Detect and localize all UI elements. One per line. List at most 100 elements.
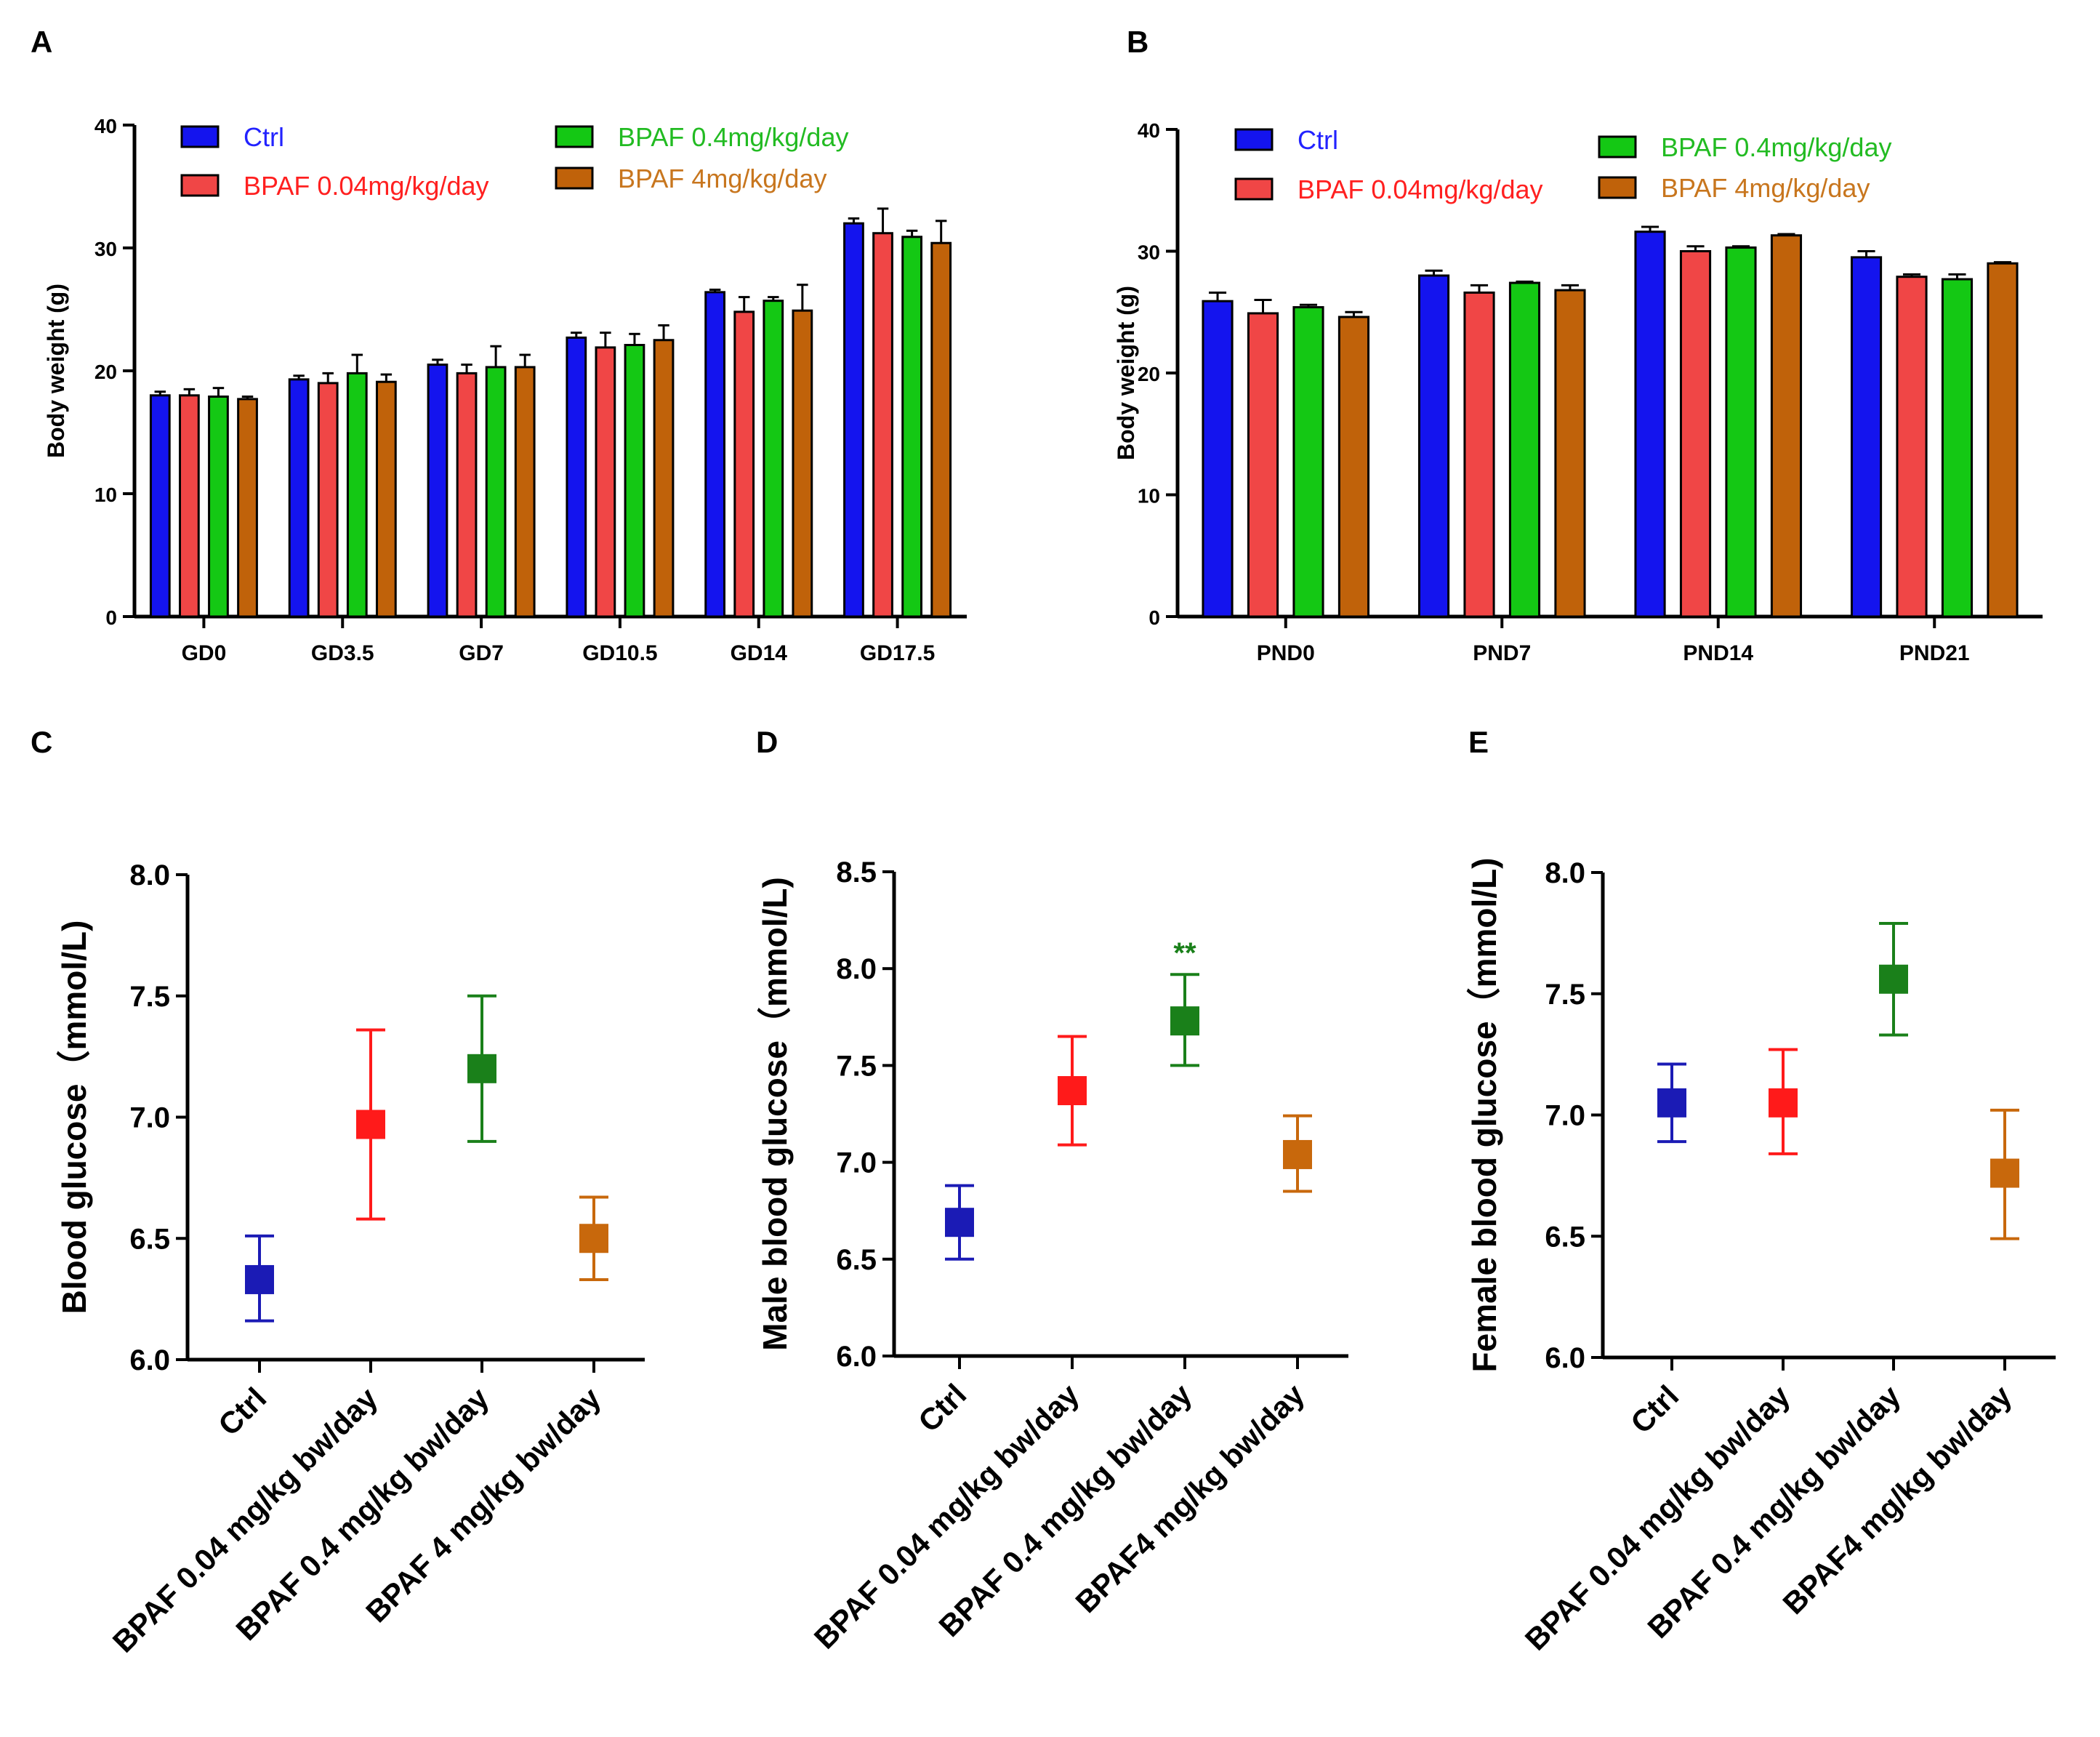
y-tick-label: 8.5 <box>836 857 877 888</box>
bar <box>1725 246 1757 618</box>
y-tick-label: 10 <box>1138 485 1160 508</box>
x-tick-label: PND7 <box>1473 641 1531 665</box>
y-tick-label: 6.0 <box>836 1341 877 1373</box>
bar <box>763 300 784 618</box>
bar <box>375 380 397 618</box>
y-axis-title: Male blood glucose（mmol/L) <box>756 877 794 1351</box>
x-tick-label: BPAF4 mg/kg bw/day <box>1069 1377 1311 1619</box>
legend-swatch <box>1234 128 1274 151</box>
legend-swatch <box>1598 135 1637 159</box>
x-tick-label: GD10.5 <box>582 641 657 665</box>
x-tick-label: Ctrl <box>212 1381 273 1442</box>
mean-marker <box>1283 1139 1312 1169</box>
mean-marker <box>1170 1006 1199 1036</box>
bar <box>872 232 893 618</box>
x-tick-label: GD17.5 <box>860 641 935 665</box>
bar <box>346 372 368 618</box>
legend-label: BPAF 0.04mg/kg/day <box>244 171 489 201</box>
y-axis-title: Body weight (g) <box>43 284 69 458</box>
legend-label: BPAF 0.4mg/kg/day <box>1661 132 1891 162</box>
y-tick-label: 6.5 <box>129 1223 170 1255</box>
panel-letter: A <box>31 25 52 59</box>
bar <box>149 394 171 618</box>
x-tick-label: PND14 <box>1683 641 1753 665</box>
bar <box>317 382 339 618</box>
legend-label: BPAF 4mg/kg/day <box>618 164 826 193</box>
bar <box>1554 289 1586 618</box>
bar <box>1634 230 1666 618</box>
legend-label: Ctrl <box>244 122 284 152</box>
mean-marker <box>1058 1076 1087 1106</box>
x-tick-label: PND21 <box>1899 641 1970 665</box>
legend-label: BPAF 0.04mg/kg/day <box>1298 174 1543 204</box>
y-axis-title: Blood glucose（mmol/L) <box>55 920 93 1315</box>
bar <box>901 236 923 618</box>
y-tick-label: 0 <box>1148 606 1160 629</box>
y-tick-label: 8.0 <box>836 953 877 985</box>
mean-marker <box>945 1208 974 1237</box>
panel-letter: C <box>31 725 52 759</box>
x-tick-label: BPAF 4 mg/kg bw/day <box>359 1381 608 1629</box>
bar <box>1850 256 1883 618</box>
y-tick-label: 7.5 <box>1545 979 1585 1011</box>
legend-label: BPAF 4mg/kg/day <box>1661 173 1870 203</box>
bar <box>1508 281 1541 618</box>
bar <box>208 395 229 618</box>
bar <box>514 366 536 618</box>
mean-marker <box>1657 1088 1686 1118</box>
bar <box>653 339 675 618</box>
y-tick-label: 7.5 <box>836 1050 877 1082</box>
panel-b: B 0 10 20 30 40 Body weight (g) PND0 PND7 PND14 PN… <box>1113 25 2043 665</box>
mean-marker <box>245 1264 274 1294</box>
x-tick-label: GD7 <box>459 641 504 665</box>
bar <box>237 398 258 618</box>
bar <box>1292 306 1324 618</box>
bar <box>427 364 448 618</box>
bar <box>1337 316 1370 618</box>
panel-e: E 6.0 6.5 7.0 7.5 8.0 Female blood glucose（mmo… <box>1465 725 2056 1657</box>
y-tick-label: 20 <box>1138 363 1160 385</box>
x-tick-label: Ctrl <box>912 1377 973 1438</box>
mean-marker <box>579 1224 608 1253</box>
y-tick-label: 0 <box>105 606 117 629</box>
legend-swatch <box>180 174 220 197</box>
bar <box>566 336 587 618</box>
x-tick-label: BPAF4 mg/kg bw/day <box>1776 1379 2018 1621</box>
y-tick-label: 6.5 <box>836 1244 877 1276</box>
bar <box>1941 278 1974 618</box>
bar <box>930 241 952 618</box>
x-tick-label: GD0 <box>182 641 227 665</box>
panel-d: D 6.0 6.5 7.0 7.5 8.0 8.5 Male blood glucose（mm… <box>756 725 1348 1656</box>
legend-swatch <box>555 167 594 190</box>
bar <box>1896 276 1928 618</box>
panel-c: C 6.0 6.5 7.0 7.5 8.0 Blood glucose（mmol/L) Ctr… <box>31 725 645 1659</box>
bar <box>1770 234 1803 618</box>
bar <box>1417 274 1450 618</box>
bar <box>624 344 645 618</box>
y-tick-label: 6.0 <box>1545 1342 1585 1374</box>
legend-swatch <box>1598 176 1637 199</box>
bar <box>178 394 200 618</box>
bar <box>843 222 864 618</box>
bar <box>1202 300 1234 618</box>
mean-marker <box>1769 1088 1798 1118</box>
bar <box>1679 250 1712 618</box>
y-tick-label: 6.0 <box>129 1344 170 1376</box>
y-tick-label: 30 <box>1138 241 1160 264</box>
legend-swatch <box>180 125 220 148</box>
bar <box>485 366 507 618</box>
bar <box>1987 262 2019 618</box>
y-tick-label: 7.0 <box>836 1147 877 1179</box>
y-tick-label: 40 <box>1138 119 1160 142</box>
y-tick-label: 30 <box>94 238 117 260</box>
y-tick-label: 7.0 <box>129 1102 170 1134</box>
y-tick-label: 8.0 <box>129 859 170 891</box>
y-tick-label: 8.0 <box>1545 857 1585 889</box>
y-tick-label: 10 <box>94 484 117 506</box>
bar <box>1463 291 1495 618</box>
y-tick-label: 6.5 <box>1545 1221 1585 1253</box>
panel-letter: D <box>756 725 778 759</box>
panel-letter: B <box>1127 25 1148 59</box>
bar <box>288 378 310 618</box>
legend-label: BPAF 0.4mg/kg/day <box>618 122 848 152</box>
